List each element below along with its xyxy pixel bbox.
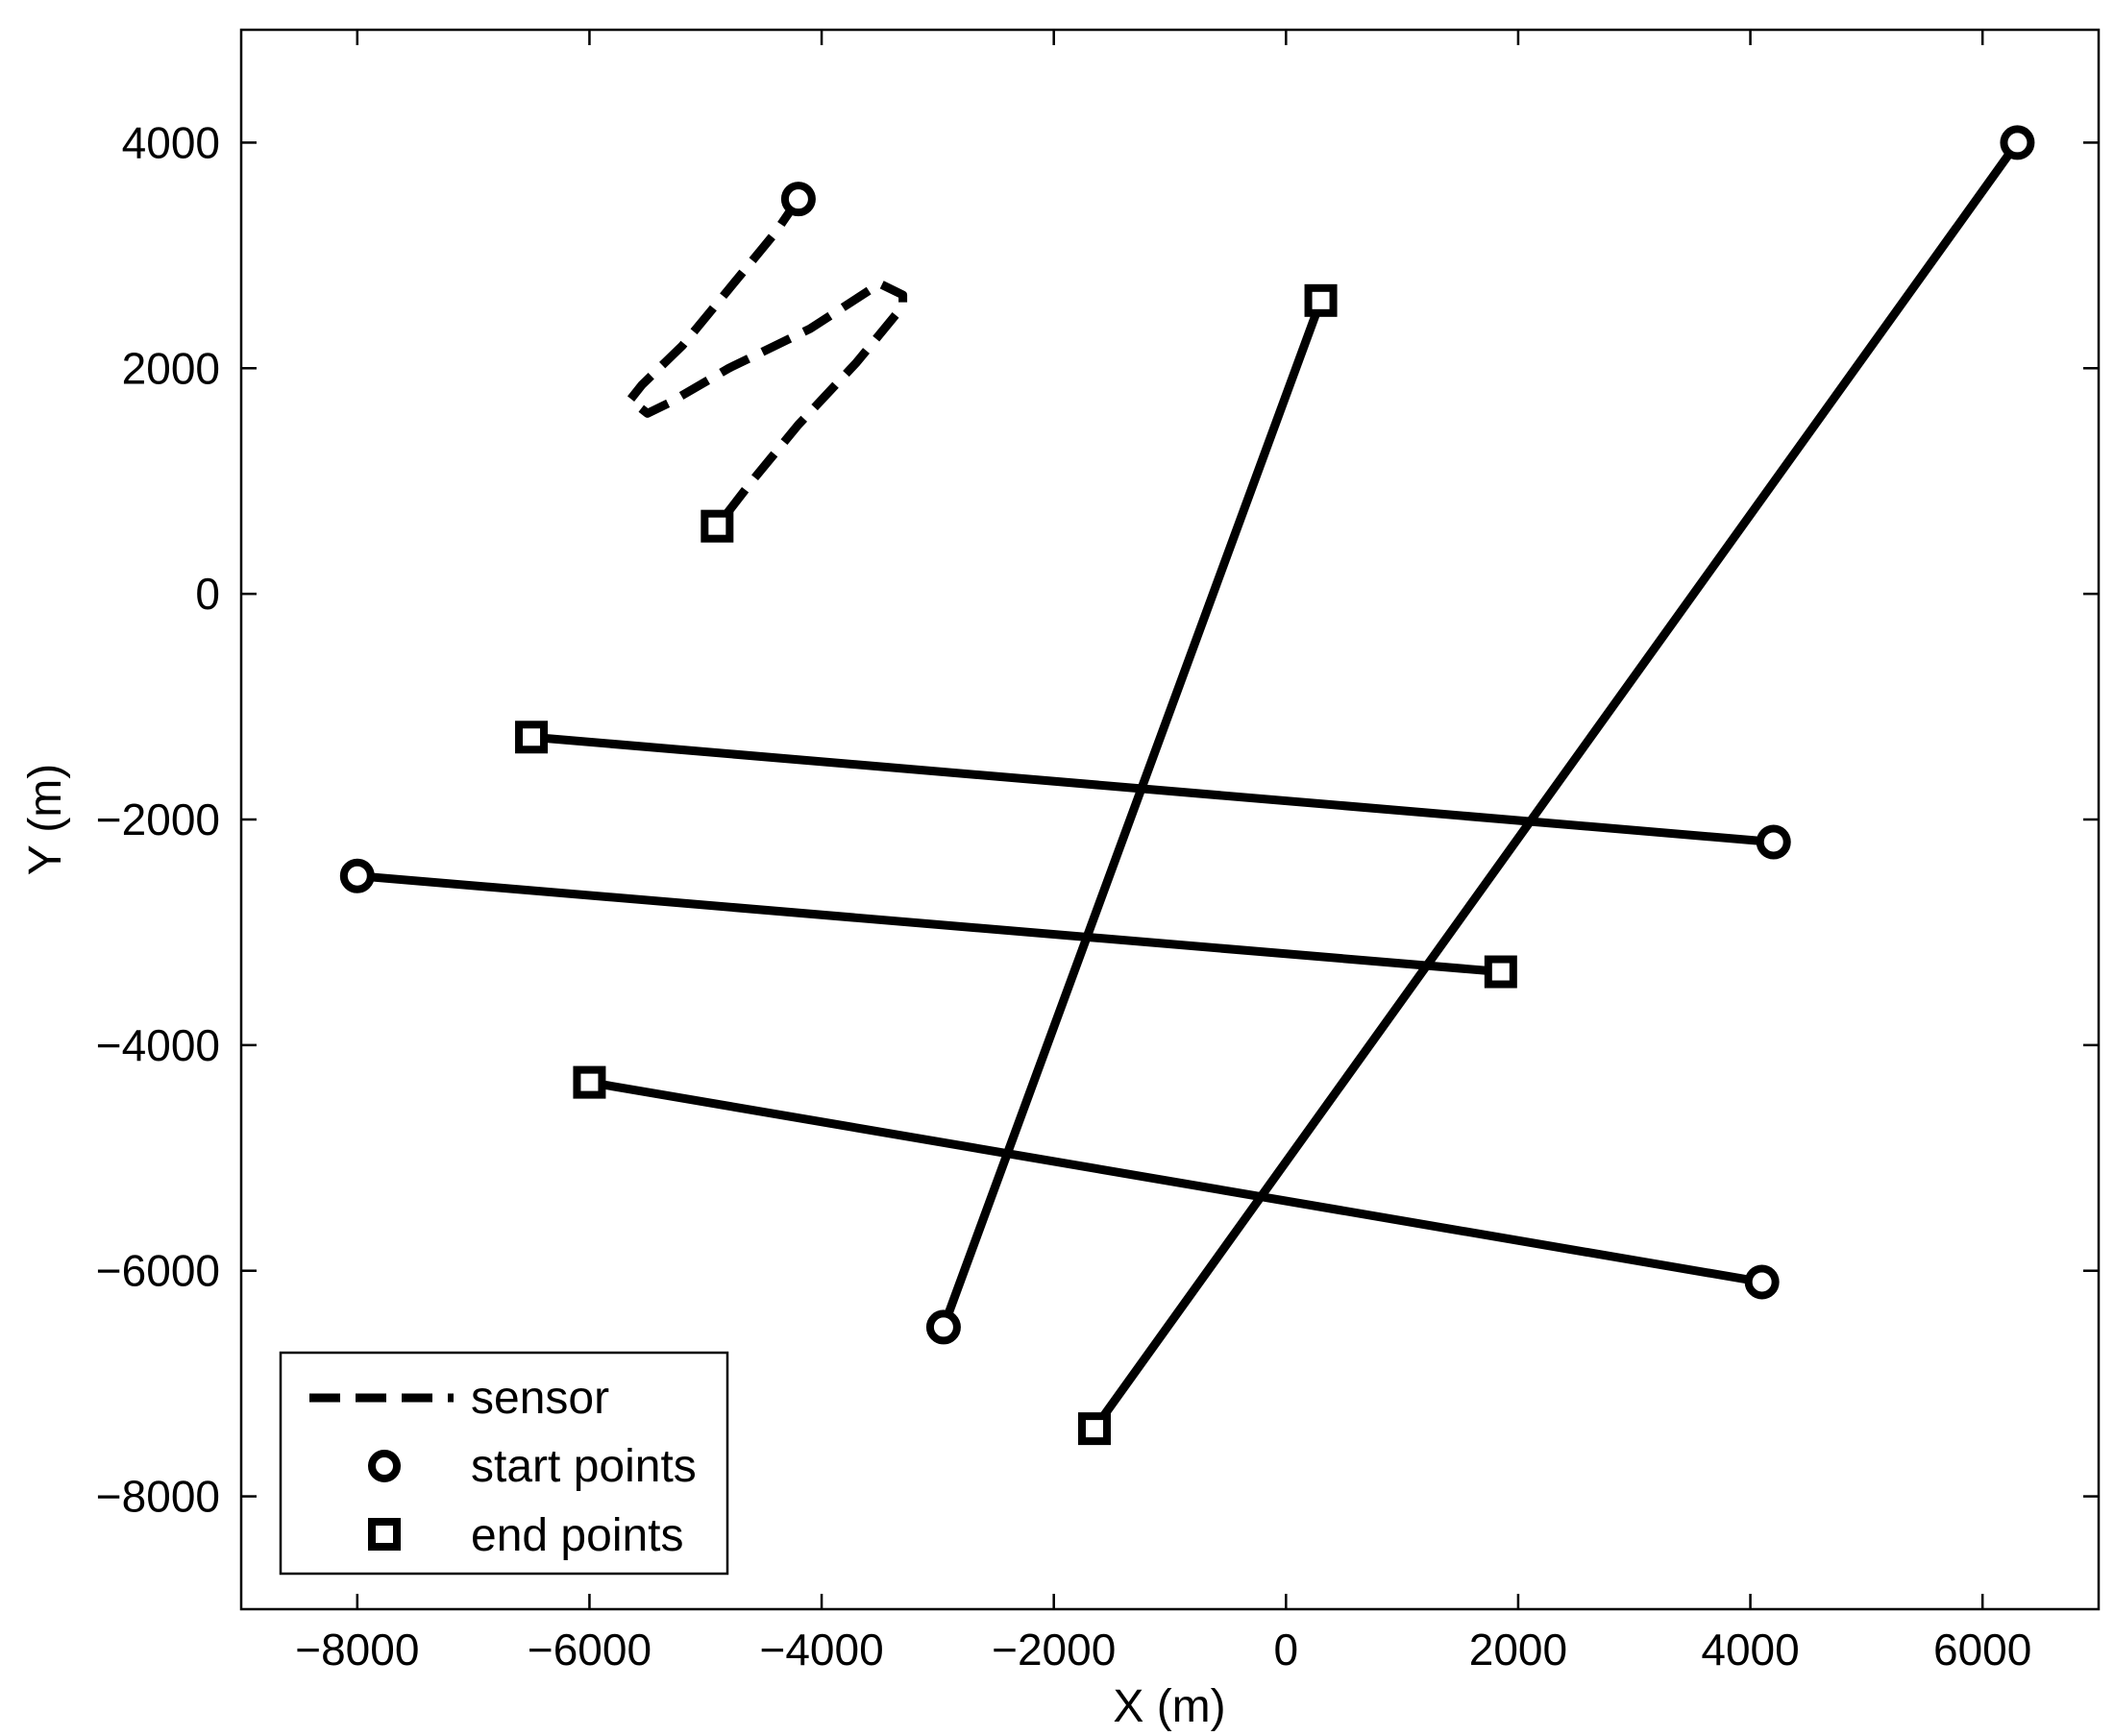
start-point-0 bbox=[780, 182, 816, 217]
end-point-2 bbox=[1304, 283, 1338, 317]
markers bbox=[339, 125, 2035, 1446]
axis-ticks bbox=[241, 30, 2099, 1609]
x-tick-label: −8000 bbox=[295, 1625, 419, 1675]
end-point-1 bbox=[1077, 1412, 1111, 1446]
x-tick-label: −2000 bbox=[992, 1625, 1116, 1675]
legend-sensor-label: sensor bbox=[471, 1373, 609, 1424]
legend-end-swatch bbox=[368, 1518, 401, 1551]
legend-box bbox=[279, 1351, 729, 1576]
track-line-1 bbox=[1091, 139, 2022, 1431]
start-point-1 bbox=[2000, 125, 2035, 160]
legend-start-swatch bbox=[368, 1450, 401, 1482]
y-tick-label: −4000 bbox=[96, 1020, 220, 1070]
y-axis-label: Y (m) bbox=[20, 764, 71, 875]
legend-start-label: start points bbox=[471, 1441, 697, 1492]
plot-area bbox=[239, 28, 2101, 1611]
start-point-3 bbox=[1756, 824, 1791, 860]
start-point-4 bbox=[339, 858, 375, 893]
x-tick-label: −6000 bbox=[528, 1625, 651, 1675]
end-point-0 bbox=[701, 509, 734, 543]
x-axis-label: X (m) bbox=[1113, 1681, 1225, 1732]
end-point-5 bbox=[573, 1065, 606, 1099]
x-tick-labels: −8000 −6000 −4000 −2000 0 2000 4000 6000 bbox=[295, 1625, 2031, 1675]
legend-end-label: end points bbox=[471, 1510, 684, 1561]
track-line-3 bbox=[530, 732, 1775, 846]
start-point-5 bbox=[1744, 1264, 1780, 1300]
x-tick-label: 4000 bbox=[1701, 1625, 1799, 1675]
sensor-path bbox=[626, 196, 908, 529]
track-line-5 bbox=[588, 1078, 1763, 1286]
start-point-2 bbox=[925, 1309, 961, 1345]
x-tick-label: 2000 bbox=[1469, 1625, 1567, 1675]
y-tick-label: −6000 bbox=[96, 1246, 220, 1296]
tracks bbox=[356, 139, 2022, 1431]
y-tick-label: 0 bbox=[195, 569, 220, 619]
x-tick-label: 0 bbox=[1274, 1625, 1299, 1675]
end-point-3 bbox=[515, 721, 549, 754]
y-tick-label: −8000 bbox=[96, 1472, 220, 1522]
y-tick-label: −2000 bbox=[96, 795, 220, 844]
y-tick-label: 4000 bbox=[122, 117, 220, 167]
legend: sensor start points end points bbox=[279, 1351, 729, 1576]
y-tick-label: 2000 bbox=[122, 343, 220, 393]
track-line-4 bbox=[356, 871, 1502, 977]
x-tick-label: −4000 bbox=[759, 1625, 883, 1675]
x-tick-label: 6000 bbox=[1933, 1625, 2031, 1675]
end-point-4 bbox=[1484, 955, 1517, 989]
y-tick-labels: −8000 −6000 −4000 −2000 0 2000 4000 bbox=[96, 117, 220, 1521]
